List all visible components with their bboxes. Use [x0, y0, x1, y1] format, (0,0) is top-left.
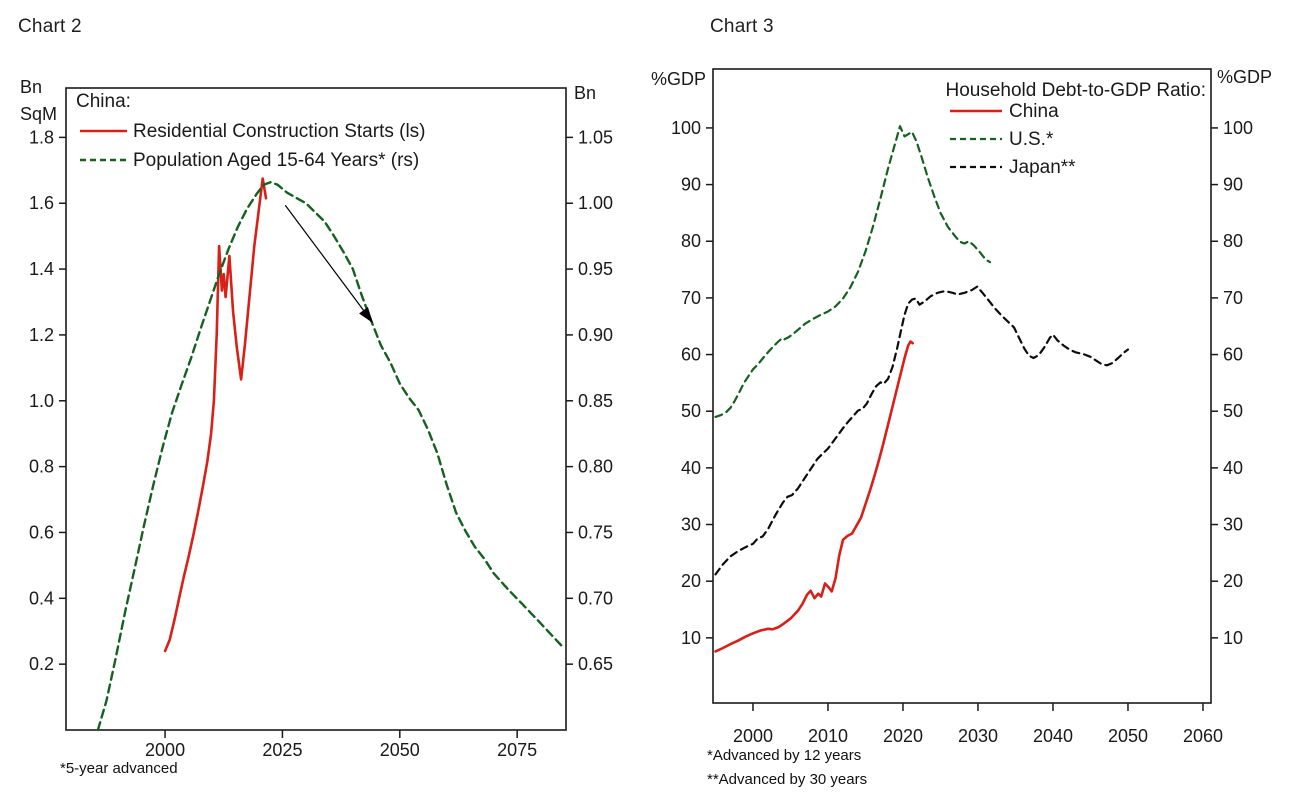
right-tick-label: 60 [1223, 345, 1243, 365]
left-tick-label: 90 [681, 175, 701, 195]
chart3-footnote-1: *Advanced by 12 years [707, 747, 862, 764]
right-tick-label: 70 [1223, 288, 1243, 308]
legend: Household Debt-to-GDP Ratio:China U.S.* Ja… [946, 80, 1207, 178]
right-tick-label: 0.90 [578, 325, 613, 345]
x-tick-label: 2030 [958, 726, 998, 746]
legend-item-label: Population Aged 15-64 Years* (rs) [133, 150, 419, 171]
x-tick-label: 2075 [497, 740, 537, 760]
right-tick-label: 0.65 [578, 654, 613, 674]
right-tick-label: 80 [1223, 231, 1243, 251]
chart2-footnote: *5-year advanced [60, 760, 178, 777]
x-tick-label: 2060 [1183, 726, 1223, 746]
x-tick-label: 2000 [733, 726, 773, 746]
legend-item-label: Japan** [1009, 157, 1076, 178]
x-tick-label: 2025 [262, 740, 302, 760]
left-tick-label: 1.4 [29, 259, 54, 279]
left-tick-label: 80 [681, 231, 701, 251]
right-tick-label: 100 [1223, 118, 1253, 138]
left-tick-label: 1.2 [29, 325, 54, 345]
left-tick-label: 10 [681, 628, 701, 648]
left-tick-label: 0.4 [29, 588, 54, 608]
x-tick-label: 2050 [1108, 726, 1148, 746]
left-tick-label: 0.6 [29, 522, 54, 542]
series-line-japan [714, 285, 1130, 576]
left-axis-unit-label: SqM [20, 104, 57, 124]
plot-frame [65, 87, 567, 731]
left-tick-label: 70 [681, 288, 701, 308]
left-tick-label: 1.6 [29, 193, 54, 213]
left-tick-label: 50 [681, 401, 701, 421]
left-axis-unit-label: Bn [20, 77, 42, 97]
right-tick-label: 0.95 [578, 259, 613, 279]
decline-arrow-line [284, 204, 364, 311]
right-tick-label: 90 [1223, 175, 1243, 195]
left-tick-label: 30 [681, 515, 701, 535]
right-tick-label: 0.80 [578, 457, 613, 477]
right-tick-label: 0.75 [578, 522, 613, 542]
x-tick-label: 2020 [883, 726, 923, 746]
chart3-title: Chart 3 [710, 16, 774, 37]
right-tick-label: 0.85 [578, 391, 613, 411]
right-axis-unit-label: Bn [574, 83, 596, 103]
right-axis-unit-label: %GDP [1217, 67, 1272, 87]
series-line-population-aged-15-64-years-rs [96, 180, 566, 732]
legend-heading: China: [76, 91, 131, 112]
right-tick-label: 1.00 [578, 193, 613, 213]
right-tick-label: 1.05 [578, 127, 613, 147]
chart3-footnote-2: **Advanced by 30 years [707, 771, 868, 788]
left-tick-label: 40 [681, 458, 701, 478]
left-tick-label: 60 [681, 345, 701, 365]
right-tick-label: 30 [1223, 515, 1243, 535]
legend-item-label: Residential Construction Starts (ls) [133, 121, 426, 142]
left-tick-label: 0.8 [29, 457, 54, 477]
chart2-title: Chart 2 [18, 16, 82, 37]
right-tick-label: 10 [1223, 628, 1243, 648]
legend: China:Residential Construction Starts (l… [76, 91, 426, 171]
left-tick-label: 20 [681, 571, 701, 591]
left-tick-label: 0.2 [29, 654, 54, 674]
series-line-residential-construction-starts-ls [163, 177, 268, 653]
plot-frame [712, 68, 1212, 704]
x-tick-label: 2010 [808, 726, 848, 746]
right-tick-label: 20 [1223, 571, 1243, 591]
right-tick-label: 40 [1223, 458, 1243, 478]
left-tick-label: 1.0 [29, 391, 54, 411]
right-tick-label: 50 [1223, 401, 1243, 421]
x-tick-label: 2000 [145, 740, 185, 760]
legend-item-label: China [1009, 101, 1059, 122]
legend-heading: Household Debt-to-GDP Ratio: [946, 80, 1207, 101]
legend-item-label: U.S.* [1009, 129, 1054, 150]
right-tick-label: 0.70 [578, 588, 613, 608]
x-tick-label: 2050 [380, 740, 420, 760]
series-line-u-s [714, 125, 992, 418]
left-tick-label: 100 [671, 118, 701, 138]
series-line-china [714, 340, 915, 653]
left-tick-label: 1.8 [29, 127, 54, 147]
x-tick-label: 2040 [1033, 726, 1073, 746]
left-axis-unit-label: %GDP [651, 69, 706, 89]
decline-arrow-head [359, 306, 374, 324]
